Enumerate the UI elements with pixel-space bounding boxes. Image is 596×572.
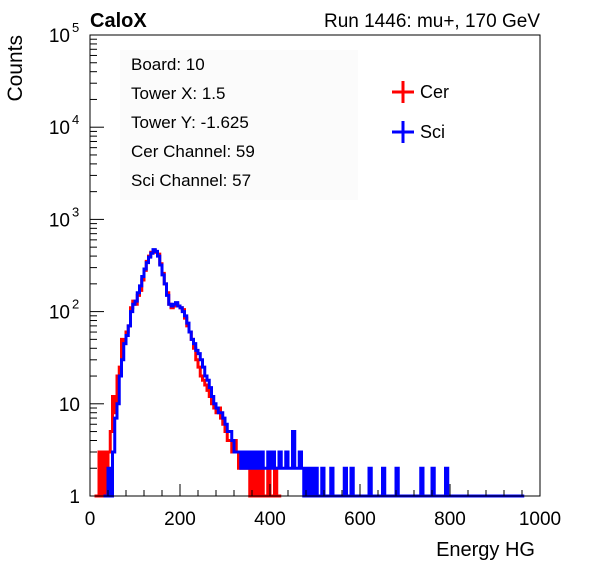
series-sci-line (103, 248, 525, 498)
y-tick-exponent: 4 (72, 112, 79, 127)
x-tick-label: 1000 (519, 509, 561, 530)
y-axis-label: Counts (4, 35, 27, 102)
left-title: CaloX (90, 10, 147, 32)
y-tick-exponent: 5 (72, 20, 79, 35)
x-axis: 0 200 400 600 800 1000 (85, 484, 561, 530)
info-box-background (120, 50, 358, 200)
legend: Cer Sci (392, 81, 449, 143)
x-tick-label: 200 (164, 509, 196, 530)
y-tick-label: 10 (59, 395, 80, 416)
legend-item-sci: Sci (392, 121, 445, 143)
x-axis-label: Energy HG (436, 539, 535, 561)
y-tick-exponent: 3 (72, 204, 79, 219)
y-tick-label: 10 (49, 303, 70, 324)
legend-cer-label: Cer (420, 82, 449, 102)
info-line-sci-channel: Sci Channel: 57 (131, 171, 251, 190)
y-tick-label: 1 (69, 487, 80, 508)
info-line-cer-channel: Cer Channel: 59 (131, 142, 255, 161)
info-line-tower-x: Tower X: 1.5 (131, 84, 226, 103)
y-tick-label: 10 (49, 26, 70, 47)
legend-item-cer: Cer (392, 81, 449, 103)
x-tick-label: 800 (434, 509, 466, 530)
info-line-tower-y: Tower Y: -1.625 (131, 113, 249, 132)
x-tick-label: 600 (344, 509, 376, 530)
y-tick-exponent: 2 (72, 297, 79, 312)
y-tick-label: 10 (49, 210, 70, 231)
right-title: Run 1446: mu+, 170 GeV (324, 11, 540, 32)
plot-frame (89, 34, 541, 497)
y-tick-label: 10 (49, 118, 70, 139)
legend-sci-label: Sci (420, 122, 445, 142)
x-tick-label: 400 (254, 509, 286, 530)
x-tick-label: 0 (85, 509, 96, 530)
series-layer (94, 248, 525, 498)
info-box: Board: 10 Tower X: 1.5 Tower Y: -1.625 C… (120, 50, 358, 200)
info-line-board: Board: 10 (131, 55, 205, 74)
